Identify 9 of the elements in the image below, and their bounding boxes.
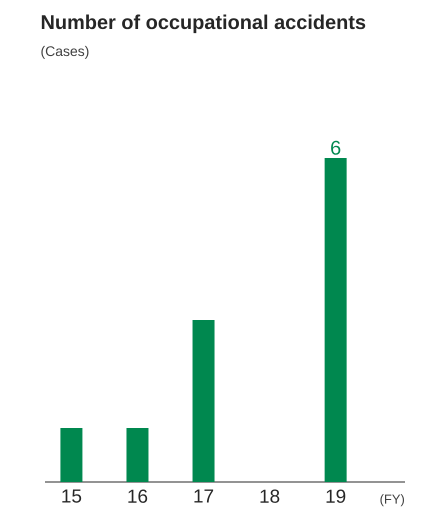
x-tick-label: 19	[326, 490, 346, 503]
data-label: 6	[331, 140, 340, 155]
x-tick-label: 16	[128, 490, 148, 503]
x-tick-label: 17	[194, 490, 214, 503]
chart-title: Number of occupational accidents	[42, 14, 366, 34]
x-tick-label: 18	[260, 490, 280, 503]
x-tick-label: 15	[62, 490, 82, 503]
text: (Cases)	[41, 46, 88, 59]
x-axis-title: (FY)	[380, 494, 404, 506]
